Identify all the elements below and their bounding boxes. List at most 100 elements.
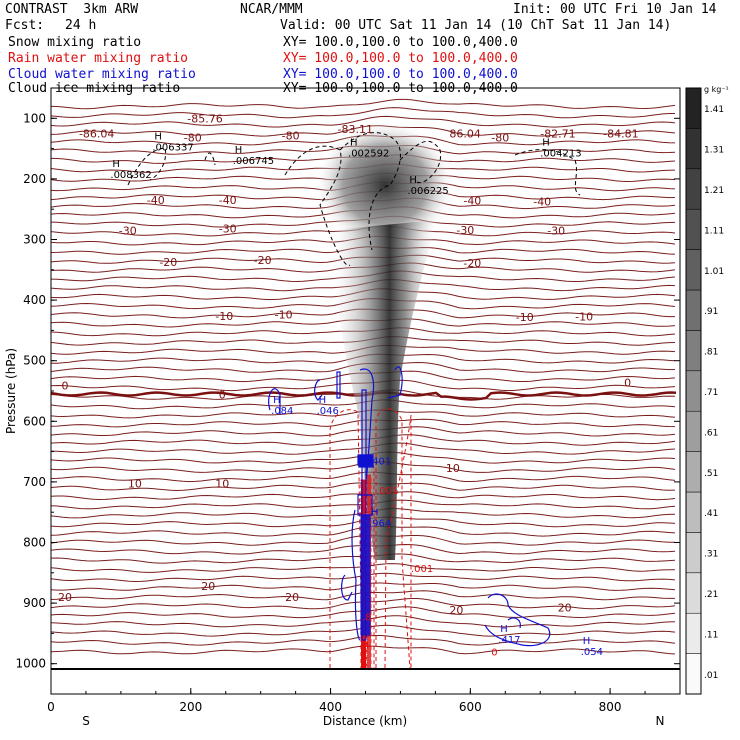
- field-rain-xy: XY= 100.0,100.0 to 100.0,400.0: [283, 51, 518, 66]
- snow-plume-top: [315, 120, 455, 250]
- colorbar-swatch: [685, 370, 702, 412]
- y-tick-label: 900: [23, 596, 46, 610]
- rain-water-label: .001: [376, 486, 398, 497]
- colorbar-tick-label: 1.11: [704, 226, 724, 236]
- cloud-water-contour: [484, 593, 551, 647]
- valid-time: Valid: 00 UTC Sat 11 Jan 14 (10 ChT Sat …: [280, 18, 672, 33]
- cloud-water-label: .054: [581, 647, 603, 658]
- colorbar-swatch: [685, 87, 702, 129]
- rain-water-label: .001: [411, 564, 433, 575]
- colorbar-swatch: [685, 330, 702, 372]
- isotherm-label: -40: [147, 194, 165, 207]
- cloud-water-contour: [341, 574, 353, 601]
- isotherm-label: -86.04: [79, 127, 114, 140]
- isotherm-contour: [51, 98, 676, 110]
- y-tick-label: 700: [23, 475, 46, 489]
- isotherm-label: 86.04: [449, 127, 481, 140]
- cloud-ice-contour: [399, 140, 442, 183]
- x-tick-label: 800: [599, 700, 622, 714]
- y-tick-label: 400: [23, 293, 46, 307]
- fcst-value: 24 h: [65, 18, 97, 33]
- isotherm-label: -82.71: [540, 127, 575, 140]
- colorbar-swatch: [685, 572, 702, 614]
- y-tick-label: 1000: [15, 657, 46, 671]
- colorbar-tick-label: .71: [704, 388, 718, 398]
- cloud-ice-contour: [284, 145, 351, 266]
- cloud-ice-label: .002592: [348, 149, 389, 160]
- cloud-water-label: .964: [369, 518, 391, 529]
- isotherm-label: -80: [282, 129, 300, 142]
- isotherm-label: -10: [575, 310, 593, 323]
- colorbar-swatch: [685, 410, 702, 452]
- isotherm-label: -20: [463, 257, 481, 270]
- north-label: N: [656, 714, 665, 728]
- snow-plume-core: [330, 220, 438, 560]
- isotherm-label: -30: [456, 224, 474, 237]
- cloud-core-band: [358, 454, 374, 468]
- field-rain-name: Rain water mixing ratio: [8, 51, 189, 66]
- colorbar-tick-label: .91: [704, 307, 718, 317]
- isotherm-label: 10: [128, 478, 142, 491]
- isotherm-label: 10: [215, 478, 229, 491]
- isotherm-label: -20: [254, 254, 272, 267]
- isotherm-label: -10: [516, 311, 534, 324]
- colorbar-tick-label: 1.21: [704, 186, 724, 196]
- colorbar-tick-label: .11: [704, 630, 718, 640]
- y-tick-label: 500: [23, 354, 46, 368]
- cloud-ice-contour: [339, 132, 401, 251]
- cloud-core-band: [360, 514, 371, 636]
- isotherm-label: -30: [547, 224, 565, 237]
- rain-water-label: .4: [360, 640, 370, 651]
- center-label: NCAR/MMM: [240, 2, 303, 17]
- x-tick-label: 200: [179, 700, 202, 714]
- isotherm-label: -40: [463, 195, 481, 208]
- colorbar-swatch: [685, 289, 702, 331]
- isotherm-label: -40: [533, 195, 551, 208]
- colorbar-tick-label: .31: [704, 550, 718, 560]
- isotherm-label: 20: [449, 604, 463, 617]
- x-axis-title: Distance (km): [323, 714, 407, 728]
- isotherm-label: -80: [491, 132, 509, 145]
- cloud-ice-label: .006337: [152, 143, 193, 154]
- cloud-water-contour: [387, 366, 403, 399]
- isotherm-label: 20: [201, 580, 215, 593]
- cloud-water-high-marker: H: [319, 395, 327, 406]
- cloud-water-high-marker: H: [273, 395, 281, 406]
- x-tick-label: 400: [319, 700, 342, 714]
- colorbar-tick-label: .21: [704, 590, 718, 600]
- isotherm-label: -40: [219, 194, 237, 207]
- colorbar-swatch: [685, 532, 702, 574]
- isotherm-label: -30: [219, 223, 237, 236]
- y-tick-label: 300: [23, 233, 46, 247]
- isotherm-contour: [51, 107, 675, 119]
- cloud-water-contour: [314, 379, 323, 401]
- colorbar-tick-label: .61: [704, 428, 718, 438]
- colorbar-swatch: [685, 208, 702, 250]
- isotherm-label: -83.11: [338, 123, 373, 136]
- init-time: Init: 00 UTC Fri 10 Jan 14: [513, 2, 717, 17]
- field-cloudwater-name: Cloud water mixing ratio: [8, 67, 196, 82]
- cloud-ice-high-marker: H: [542, 138, 550, 149]
- colorbar-tick-label: .81: [704, 348, 718, 358]
- isotherm-label: 0: [624, 377, 631, 390]
- colorbar-swatch: [685, 168, 702, 210]
- cloud-water-label: .417: [498, 635, 520, 646]
- isotherm-label: 20: [58, 591, 72, 604]
- colorbar-tick-label: 1.31: [704, 146, 724, 156]
- colorbar-swatch: [685, 653, 702, 695]
- y-tick-label: 200: [23, 172, 46, 186]
- cloud-water-high-marker: H: [371, 507, 379, 518]
- isotherm-label: -30: [119, 224, 137, 237]
- cloud-water-contour: [351, 509, 361, 641]
- cloud-ice-high-marker: H: [154, 132, 162, 143]
- y-tick-label: 100: [23, 111, 46, 125]
- y-tick-label: 800: [23, 536, 46, 550]
- cloud-ice-high-marker: H: [235, 145, 243, 156]
- cloud-water-label: .046: [317, 406, 339, 417]
- colorbar-tick-label: 1.41: [704, 105, 724, 115]
- rain-water-contour: [329, 409, 363, 669]
- cloud-water-high-marker: H: [583, 636, 591, 647]
- colorbar-swatch: [685, 249, 702, 291]
- y-axis-title: Pressure (hPa): [4, 348, 18, 434]
- cloud-ice-label: .006225: [407, 186, 448, 197]
